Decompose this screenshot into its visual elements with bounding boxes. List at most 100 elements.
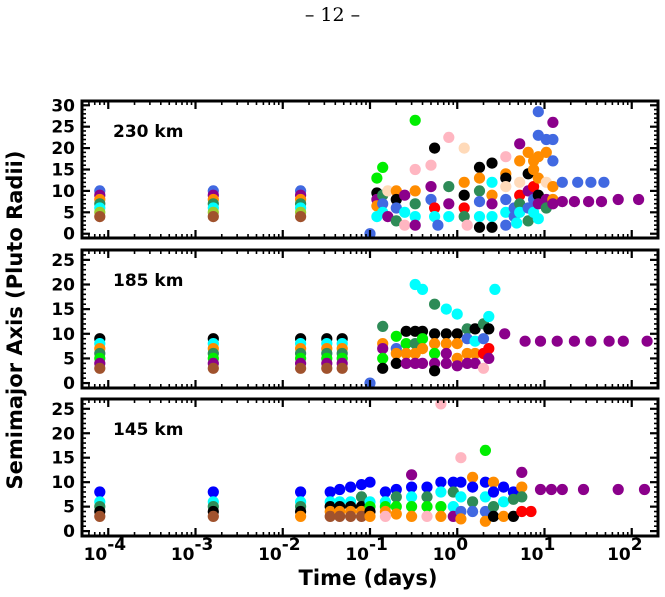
data-point <box>489 283 501 295</box>
data-point <box>295 510 307 522</box>
data-point <box>451 338 463 350</box>
data-point <box>469 357 481 369</box>
x-tick-label: 10 1 <box>520 535 556 565</box>
data-point <box>603 335 615 347</box>
data-point <box>377 198 389 210</box>
data-point <box>641 335 653 347</box>
data-point <box>499 328 511 340</box>
data-point <box>451 328 463 340</box>
data-point <box>421 510 433 522</box>
data-point <box>455 513 467 525</box>
data-point <box>409 163 421 176</box>
y-tick-label: 10 <box>51 182 75 202</box>
data-point <box>547 133 559 146</box>
x-ticks <box>81 101 659 238</box>
data-point <box>399 206 411 218</box>
data-point <box>207 486 219 498</box>
data-point <box>500 193 512 206</box>
x-tick-label-exponent: 0 <box>456 535 468 555</box>
data-point <box>500 172 512 184</box>
data-point <box>514 206 526 218</box>
data-point <box>458 176 470 188</box>
data-point <box>207 510 219 522</box>
data-point <box>473 196 486 208</box>
data-point <box>483 352 495 364</box>
data-point <box>545 483 558 496</box>
data-point <box>500 181 512 193</box>
panel-label: 145 km <box>113 420 183 440</box>
data-point <box>467 471 479 483</box>
data-point <box>486 176 498 188</box>
data-point <box>336 362 348 374</box>
data-point <box>498 481 510 493</box>
data-point <box>547 116 559 128</box>
data-point <box>522 215 534 227</box>
data-point <box>429 338 441 350</box>
data-point <box>429 298 441 310</box>
data-point <box>406 481 418 493</box>
data-point <box>477 362 490 374</box>
data-point <box>409 198 421 210</box>
data-point <box>440 338 452 350</box>
x-tick-label: 10 -1 <box>345 535 388 565</box>
data-point <box>514 155 526 167</box>
data-point <box>390 347 402 360</box>
data-point <box>572 176 584 188</box>
data-point <box>547 198 559 210</box>
data-point <box>547 155 559 167</box>
data-point <box>479 491 491 503</box>
data-point <box>451 308 463 320</box>
data-point <box>440 357 452 369</box>
data-point <box>406 469 418 481</box>
data-point <box>568 196 581 208</box>
data-point <box>409 211 421 223</box>
page-number: – 12 – <box>304 4 361 26</box>
data-point <box>345 510 357 522</box>
x-tick-label-base: 10 <box>433 545 457 565</box>
data-point <box>364 476 376 488</box>
data-point <box>525 505 537 518</box>
y-ticks <box>82 100 658 239</box>
data-point <box>377 343 389 355</box>
data-point <box>377 362 389 374</box>
data-point <box>514 176 526 188</box>
data-point <box>406 510 418 522</box>
panel-label: 185 km <box>113 271 183 291</box>
data-point <box>528 181 540 193</box>
data-point <box>585 335 597 347</box>
y-tick-label: 0 <box>63 374 75 394</box>
x-tick-label-exponent: 2 <box>631 535 643 555</box>
data-point <box>435 486 447 498</box>
x-ticks <box>81 399 659 536</box>
data-point <box>534 335 547 347</box>
x-axis-title: Time (days) <box>299 566 438 590</box>
data-point <box>379 486 391 498</box>
data-point <box>500 219 512 231</box>
data-point <box>355 479 368 491</box>
data-point <box>507 493 519 505</box>
data-point <box>334 483 346 496</box>
data-point <box>473 221 486 233</box>
data-points <box>94 399 651 527</box>
data-point <box>528 163 540 176</box>
y-tick-label: 10 <box>51 325 75 345</box>
data-point <box>511 217 523 229</box>
data-point <box>399 189 411 201</box>
data-point <box>429 347 441 360</box>
data-point <box>440 303 452 315</box>
data-point <box>382 185 394 197</box>
data-point <box>556 483 568 496</box>
x-tick-label-base: 10 <box>345 545 369 565</box>
data-point <box>479 505 491 518</box>
data-point <box>487 510 500 522</box>
data-point <box>556 176 568 188</box>
data-point <box>416 283 429 295</box>
data-point <box>406 491 418 503</box>
data-point <box>400 338 412 350</box>
data-point <box>519 335 531 347</box>
data-point <box>377 320 389 332</box>
data-point <box>516 491 528 503</box>
data-point <box>473 161 486 173</box>
data-point <box>455 452 467 464</box>
data-point <box>324 486 336 498</box>
